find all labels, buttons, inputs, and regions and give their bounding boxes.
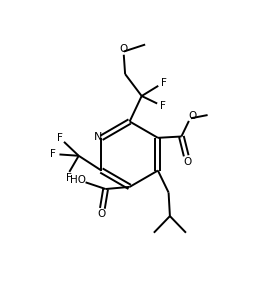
Text: O: O: [189, 111, 197, 121]
Text: N: N: [94, 132, 102, 142]
Text: F: F: [50, 149, 56, 159]
Text: HO: HO: [70, 175, 86, 185]
Text: F: F: [56, 133, 62, 143]
Text: F: F: [160, 101, 166, 111]
Text: F: F: [161, 78, 167, 88]
Text: O: O: [98, 209, 106, 219]
Text: O: O: [183, 157, 192, 167]
Text: O: O: [120, 44, 128, 54]
Text: F: F: [66, 173, 72, 183]
